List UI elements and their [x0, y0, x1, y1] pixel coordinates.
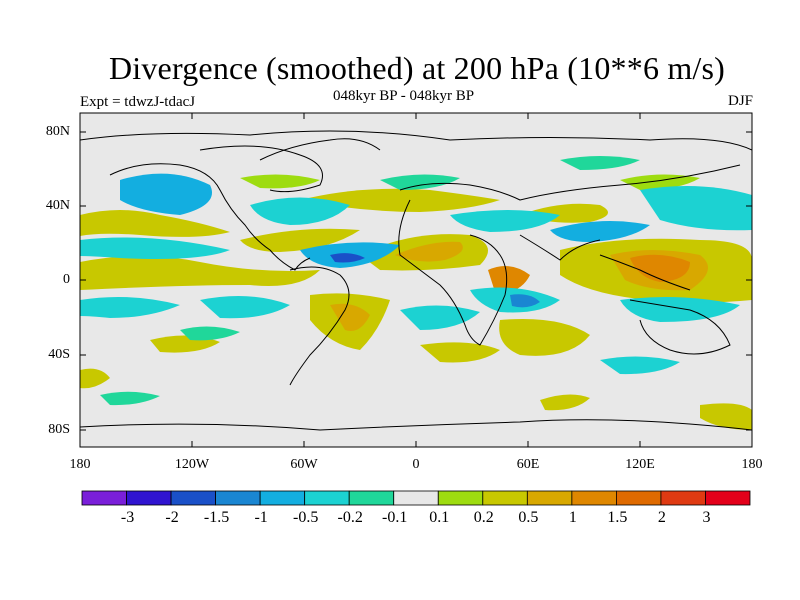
positive-band-tropical-pacific — [80, 256, 320, 290]
lon-label-0: 0 — [412, 457, 420, 472]
colorbar-swatch — [482, 490, 528, 506]
colorbar-swatch — [526, 490, 573, 506]
lon-label-60w: 60W — [290, 457, 318, 472]
colorbar-tick-label: -0.1 — [382, 509, 408, 526]
colorbar-tick-label: 0.5 — [518, 509, 539, 526]
lon-label-180w: 180 — [69, 457, 91, 472]
lon-label-60e: 60E — [516, 457, 540, 472]
colorbar-swatch — [126, 490, 172, 506]
colorbar-tick-label: 0.2 — [473, 509, 494, 526]
colorbar-swatch — [215, 490, 261, 506]
colorbar-tick-label: 1 — [568, 509, 577, 526]
colorbar-swatch — [705, 490, 751, 506]
colorbar-tick-label: 1.5 — [607, 509, 628, 526]
colorbar-tick-label: -0.2 — [337, 509, 363, 526]
lon-label-120w: 120W — [174, 457, 210, 472]
colorbar-tick-label: 0.1 — [429, 509, 450, 526]
negative-band-north-pacific — [120, 173, 212, 215]
axis-ticks — [80, 113, 752, 447]
colorbar-tick-label: 2 — [657, 509, 666, 526]
lon-label-120e: 120E — [625, 457, 655, 472]
colorbar-swatch — [616, 490, 662, 506]
lon-label-180e: 180 — [741, 457, 763, 472]
colorbar-tick-label: -1 — [254, 509, 268, 526]
colorbar-swatch — [81, 490, 127, 506]
colorbar-swatch — [571, 490, 617, 506]
colorbar — [81, 490, 751, 506]
colorbar-tick-label: -3 — [120, 509, 135, 526]
colorbar-tick-label: -1.5 — [203, 509, 230, 526]
experiment-label: Expt = tdwzJ-tdacJ — [80, 94, 196, 110]
lat-label-40s: 40S — [48, 347, 70, 362]
divergence-field — [80, 156, 752, 430]
coastlines — [80, 130, 752, 431]
season-label: DJF — [727, 93, 753, 109]
lat-label-80n: 80N — [45, 124, 70, 139]
lat-label-40n: 40N — [45, 198, 70, 213]
lat-label-80s: 80S — [48, 422, 70, 437]
colorbar-tick-label: 3 — [702, 509, 711, 526]
colorbar-swatch — [259, 490, 306, 506]
colorbar-swatch — [304, 490, 350, 506]
colorbar-swatch — [660, 490, 706, 506]
colorbar-swatch — [437, 490, 484, 506]
figure-subtitle: 048kyr BP - 048kyr BP — [333, 88, 475, 104]
colorbar-tick-label: -2 — [165, 509, 179, 526]
colorbar-swatch — [170, 490, 216, 506]
colorbar-swatch — [348, 490, 395, 506]
lat-label-0: 0 — [63, 272, 70, 287]
colorbar-swatch — [393, 490, 439, 506]
colorbar-tick-label: -0.5 — [292, 509, 319, 526]
figure-title: Divergence (smoothed) at 200 hPa (10**6 … — [108, 50, 726, 86]
